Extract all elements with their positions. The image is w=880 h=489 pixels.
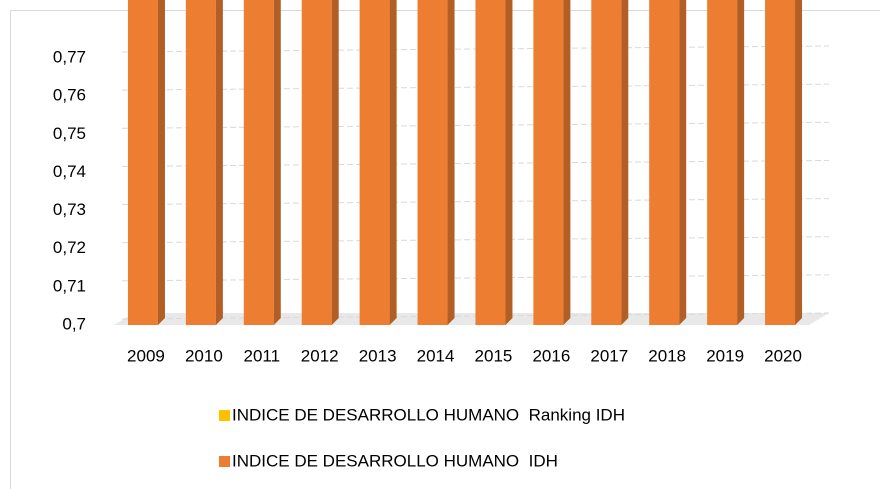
legend-swatch bbox=[219, 456, 230, 467]
bar-segment bbox=[765, 0, 796, 325]
bar-segment bbox=[127, 0, 158, 325]
bar-segment bbox=[475, 0, 506, 325]
bar-side bbox=[563, 0, 571, 325]
x-tick-label: 2019 bbox=[706, 346, 744, 365]
y-tick-label: 0,71 bbox=[53, 276, 86, 295]
x-tick-label: 2018 bbox=[648, 346, 686, 365]
bar-segment bbox=[707, 0, 738, 325]
y-tick-label: 0,76 bbox=[53, 86, 86, 105]
legend-label: INDICE DE DESARROLLO HUMANO IDH bbox=[232, 451, 558, 470]
legend-label: INDICE DE DESARROLLO HUMANO Ranking IDH bbox=[232, 405, 625, 424]
y-tick-label: 0,7 bbox=[62, 314, 86, 333]
bar-side bbox=[679, 0, 687, 325]
bar-segment bbox=[591, 0, 622, 325]
legend-swatch bbox=[219, 410, 230, 421]
bar-segment bbox=[185, 0, 216, 325]
x-tick-label: 2012 bbox=[301, 346, 339, 365]
bar-segment bbox=[301, 0, 332, 325]
x-tick-label: 2015 bbox=[475, 346, 513, 365]
bar-side bbox=[737, 0, 745, 325]
bar-segment bbox=[359, 0, 390, 325]
bar-segment bbox=[533, 0, 564, 325]
bar-side bbox=[795, 0, 803, 325]
bar-side bbox=[273, 0, 281, 325]
x-tick-label: 2020 bbox=[764, 346, 802, 365]
bar-segment bbox=[417, 0, 448, 325]
x-tick-label: 2017 bbox=[590, 346, 628, 365]
bar-segment bbox=[649, 0, 680, 325]
y-tick-label: 0,74 bbox=[53, 162, 86, 181]
bar-side bbox=[621, 0, 629, 325]
y-tick-label: 0,73 bbox=[53, 200, 86, 219]
x-tick-label: 2010 bbox=[185, 346, 223, 365]
bar-segment bbox=[243, 0, 274, 325]
y-tick-label: 0,72 bbox=[53, 238, 86, 257]
bar-side bbox=[157, 0, 165, 325]
x-tick-label: 2011 bbox=[244, 346, 281, 365]
bar-side bbox=[505, 0, 513, 325]
bar-side bbox=[331, 0, 339, 325]
bar-side bbox=[215, 0, 223, 325]
bar-side bbox=[389, 0, 397, 325]
x-tick-label: 2013 bbox=[359, 346, 397, 365]
x-tick-label: 2014 bbox=[417, 346, 455, 365]
x-tick-label: 2016 bbox=[532, 346, 570, 365]
y-tick-label: 0,75 bbox=[53, 124, 86, 143]
bar-side bbox=[447, 0, 455, 325]
y-tick-label: 0,77 bbox=[53, 47, 86, 66]
x-tick-label: 2009 bbox=[127, 346, 165, 365]
